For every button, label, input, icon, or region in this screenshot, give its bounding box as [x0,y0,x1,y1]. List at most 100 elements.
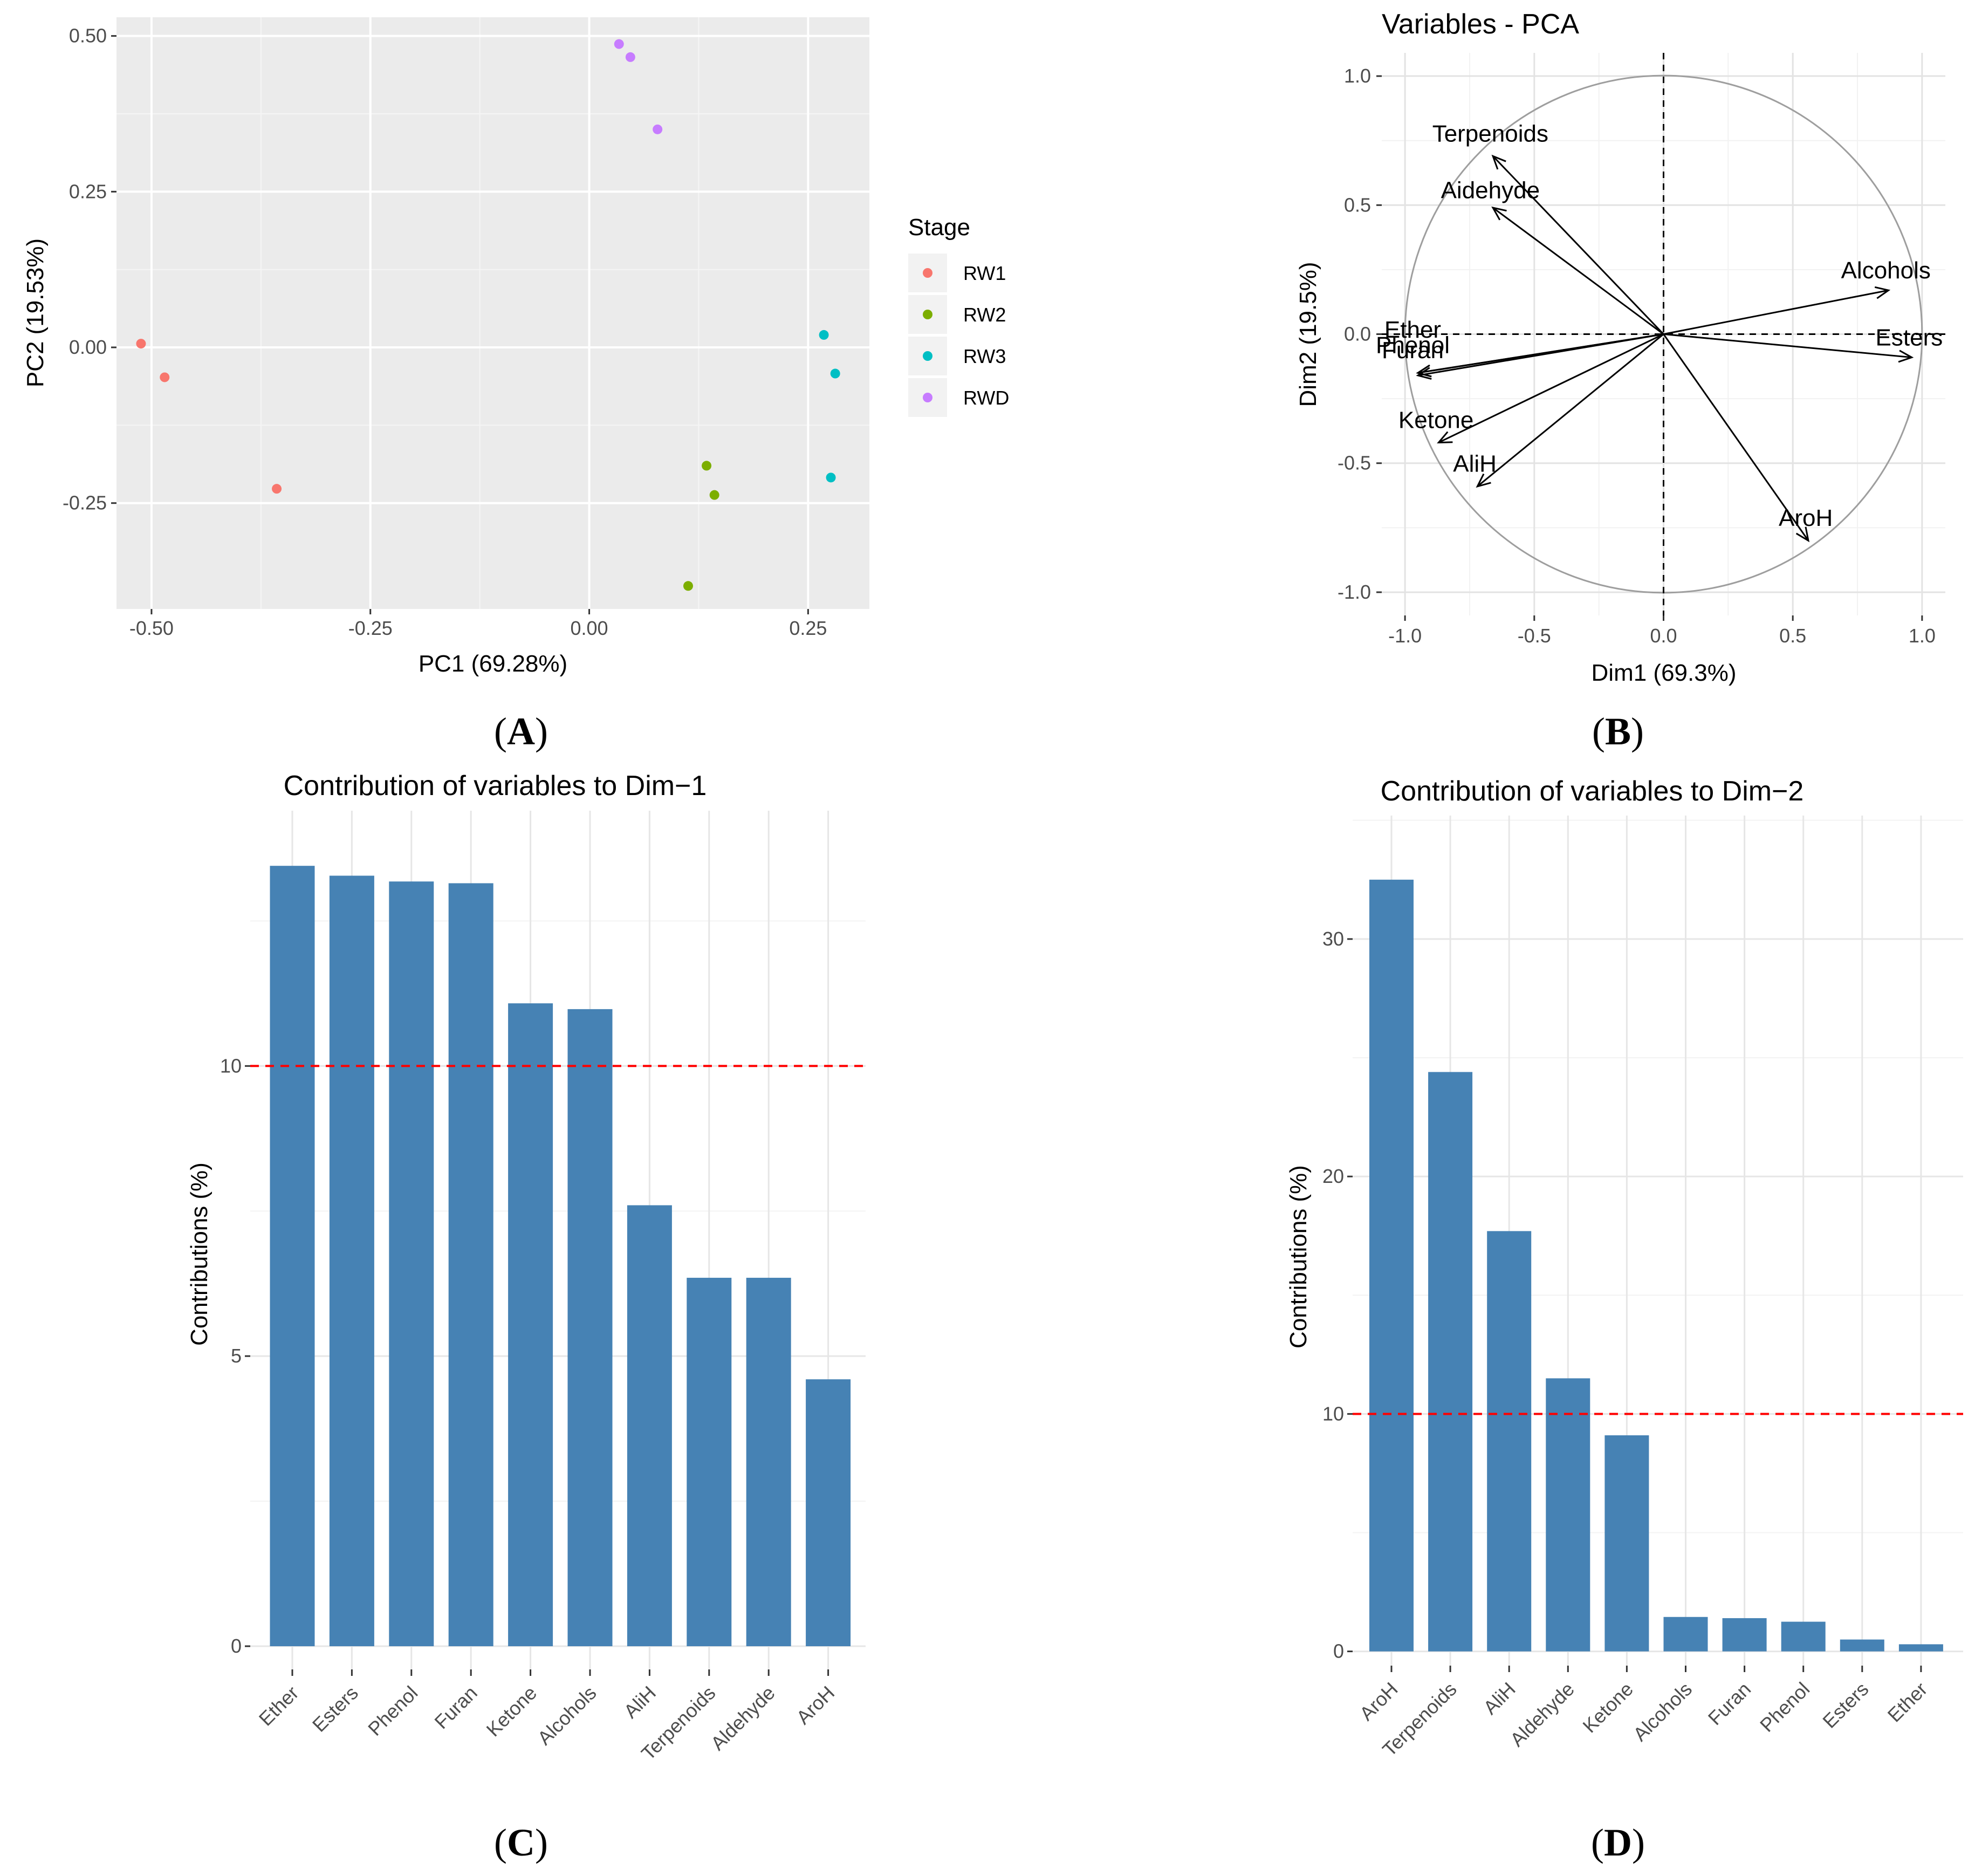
x-tick-label-furan: Furan [430,1682,481,1733]
variable-label-ether: Ether [1384,317,1441,343]
x-tick-label-ketone: Ketone [482,1682,541,1741]
variable-arrow-alih [1477,333,1664,487]
dim1-contribution-title: Contribution of variables to Dim−1 [284,770,707,802]
x-tick-label: 0.00 [571,617,608,639]
y-tick-label: 20 [1322,1165,1344,1187]
variable-label-ketone: Ketone [1398,407,1473,433]
variable-arrowhead-furan [1416,367,1432,380]
legend-key-rwd [923,393,932,402]
variable-arrow-ketone [1438,333,1664,443]
y-tick-label: 0.0 [1344,323,1371,345]
variable-arrow-furan [1417,333,1664,376]
data-point-rw2 [709,490,719,500]
bar-aldehyde [746,1277,791,1646]
bar-phenol [1781,1621,1826,1652]
variable-arrowhead-terpenoids [1491,154,1506,170]
x-tick-label-phenol: Phenol [364,1682,422,1740]
pca-scores-plot-ticks: -0.50 -0.25 0.00 0.25 -0.25 0.00 0.25 0.50 [63,25,827,639]
bar-ether [270,866,315,1646]
x-tick-label-esters: Esters [1818,1678,1873,1733]
x-tick-label-aroh: AroH [1355,1678,1402,1725]
panel-label-c: (C) [494,1821,548,1864]
legend-label-rw2: RW2 [963,304,1006,326]
x-tick-label: -0.25 [348,617,393,639]
bar-esters [329,875,374,1646]
bar-alih [1487,1231,1532,1652]
variable-label-aidehyde: Aidehyde [1441,177,1540,204]
y-tick-label: 0.50 [69,25,107,47]
bar-ether [1898,1644,1943,1652]
pca-variables-plot: Variables - PCA -1.0 -0.5 0.0 0.5 1.0 -1.0 -0.… [1295,9,1945,686]
bar-phenol [389,881,434,1646]
pca-scores-legend: Stage RW1 RW2 RW3 RWD [908,214,1009,417]
x-tick-label: -1.0 [1388,625,1422,647]
bar-furan [448,883,493,1646]
variable-arrow-terpenoids [1492,155,1664,335]
bar-esters [1840,1639,1884,1652]
y-tick-label: -0.5 [1338,452,1371,474]
variable-label-phenol: Phenol [1376,332,1450,359]
variable-arrowhead-ketone [1437,431,1453,444]
pca-variables-plot-ticks: -1.0 -0.5 0.0 0.5 1.0 -1.0 -0.5 0.0 0.5 1.0 [1338,65,1936,647]
variable-label-alcohols: Alcohols [1841,257,1931,284]
pca-variables-y-axis-label: Dim2 (19.5%) [1295,262,1321,407]
data-point-rwd [625,52,635,62]
legend-key-rw3 [923,351,932,361]
y-tick-label: 0.5 [1344,194,1371,216]
legend-key-rw1 [923,268,932,278]
variable-label-aroh: AroH [1779,505,1833,531]
y-tick-label: 0.00 [69,336,107,358]
data-point-rw3 [819,330,829,340]
data-point-rw3 [826,473,836,483]
dim1-contribution-chart: Contribution of variables to Dim−1 0 5 10 E… [186,770,866,1764]
x-tick-label-ether: Ether [255,1682,303,1730]
variable-arrow-aidehyde [1492,207,1664,335]
y-tick-label: -0.25 [63,492,107,514]
dim2-contribution-bars [1353,879,1963,1652]
dim2-contribution-title: Contribution of variables to Dim−2 [1381,776,1804,807]
y-tick-label: 0.25 [69,180,107,202]
data-point-rw1 [136,339,146,349]
legend-label-rw3: RW3 [963,345,1006,367]
variable-arrow-aroh [1663,333,1809,542]
bar-terpenoids [1428,1072,1473,1652]
pca-scores-plot: -0.50 -0.25 0.00 0.25 -0.25 0.00 0.25 0.50 PC1 … [22,17,1009,677]
bar-ketone [1604,1435,1649,1652]
pca-variables-x-axis-label: Dim1 (69.3%) [1592,660,1737,686]
data-point-rwd [614,39,624,49]
x-tick-label-aroh: AroH [792,1682,839,1729]
variable-label-esters: Esters [1876,324,1943,351]
pca-scores-plot-grid [116,17,869,609]
data-point-rwd [653,124,663,134]
bar-alcohols [1663,1617,1708,1652]
x-tick-label-furan: Furan [1704,1678,1755,1729]
variable-label-alih: AliH [1453,451,1497,477]
variable-arrowhead-alcohols [1874,286,1891,299]
x-tick-label: -0.50 [129,617,174,639]
variable-label-terpenoids: Terpenoids [1432,120,1548,147]
y-tick-label: 10 [1322,1402,1344,1425]
y-tick-label: 1.0 [1344,65,1371,87]
pca-scores-plot-points [136,39,840,591]
bar-alih [627,1205,672,1646]
x-tick-label-aldehyde: Aldehyde [1506,1678,1579,1751]
x-tick-label: -0.5 [1518,625,1551,647]
dim1-contribution-bars [250,866,866,1646]
y-tick-label: 0 [231,1635,242,1657]
bar-aroh [806,1379,851,1646]
bar-aldehyde [1546,1378,1590,1652]
x-tick-label-alih: AliH [619,1682,660,1723]
pca-scores-y-axis-label: PC2 (19.53%) [22,238,49,387]
pca-variables-arrows: Terpenoids Aidehyde Alcohols Esters EtherPhe… [1376,53,1945,615]
dim2-contribution-chart: Contribution of variables to Dim−2 0 10 20… [1285,776,1963,1761]
variable-arrow-alcohols [1663,289,1889,335]
pca-scores-x-axis-label: PC1 (69.28%) [419,651,567,677]
variable-arrowhead-aroh [1795,526,1810,543]
bar-aroh [1369,879,1414,1652]
x-tick-label-alcohols: Alcohols [533,1682,600,1749]
variable-arrowhead-alih [1476,473,1491,488]
data-point-rw3 [830,368,840,379]
y-tick-label: -1.0 [1338,581,1371,603]
x-tick-label-alih: AliH [1479,1678,1520,1719]
